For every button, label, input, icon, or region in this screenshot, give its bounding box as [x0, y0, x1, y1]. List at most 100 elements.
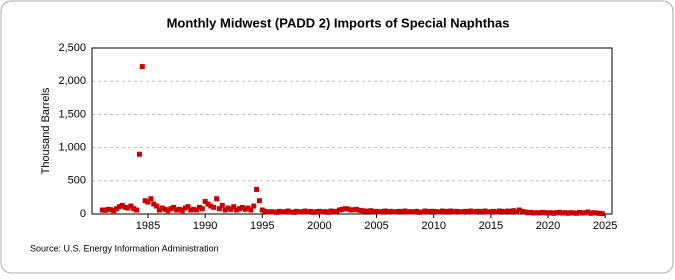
point — [431, 208, 437, 214]
point — [436, 209, 442, 215]
point — [265, 209, 271, 215]
point — [159, 205, 165, 211]
point — [388, 208, 394, 214]
point — [382, 208, 388, 214]
point — [408, 209, 414, 215]
point — [456, 209, 462, 215]
point — [348, 207, 354, 213]
point — [496, 208, 502, 214]
x-tick-label: 2025 — [593, 220, 617, 232]
point — [145, 199, 151, 205]
point — [422, 208, 428, 214]
point — [311, 209, 317, 215]
point — [222, 207, 228, 213]
point — [151, 201, 157, 207]
point — [445, 208, 451, 214]
point — [122, 204, 128, 210]
point — [531, 210, 537, 216]
point — [394, 209, 400, 215]
point — [208, 203, 214, 209]
point — [322, 209, 328, 215]
point — [114, 206, 120, 212]
point — [376, 209, 382, 215]
point — [148, 196, 154, 202]
point — [191, 206, 197, 212]
point — [256, 198, 262, 204]
point — [536, 210, 542, 216]
point — [545, 210, 551, 216]
point — [156, 207, 162, 213]
point — [176, 206, 182, 212]
point — [199, 206, 205, 212]
point — [291, 209, 297, 215]
y-tick-label: 0 — [80, 208, 86, 220]
point — [511, 208, 517, 214]
point — [202, 198, 208, 204]
point — [188, 207, 194, 213]
point — [319, 209, 325, 215]
point — [485, 209, 491, 215]
point — [554, 210, 560, 216]
point — [548, 210, 554, 216]
y-tick-label: 1,500 — [58, 108, 86, 120]
point — [419, 209, 425, 215]
point — [216, 206, 222, 212]
point — [374, 208, 380, 214]
point — [194, 207, 200, 213]
point — [239, 204, 245, 210]
point — [285, 208, 291, 214]
y-tick-label: 2,500 — [58, 42, 86, 54]
point — [479, 209, 485, 215]
x-tick-label: 1985 — [136, 220, 160, 232]
x-tick-label: 1995 — [250, 220, 274, 232]
point — [425, 209, 431, 215]
point — [482, 208, 488, 214]
point — [185, 204, 191, 210]
point — [565, 210, 571, 216]
point — [219, 202, 225, 208]
point — [576, 209, 582, 215]
point — [142, 198, 148, 204]
point — [205, 201, 211, 207]
point — [462, 208, 468, 214]
point — [162, 206, 168, 212]
point — [365, 208, 371, 214]
point — [522, 209, 528, 215]
point — [385, 209, 391, 215]
point — [139, 64, 145, 70]
point — [276, 208, 282, 214]
point — [599, 211, 605, 217]
point — [296, 209, 302, 215]
point — [182, 205, 188, 211]
point — [571, 210, 577, 216]
point — [136, 151, 142, 157]
point — [294, 208, 300, 214]
point — [588, 210, 594, 216]
point — [508, 208, 514, 214]
point — [559, 210, 565, 216]
frame — [0, 0, 674, 274]
point — [105, 206, 111, 212]
point — [499, 208, 505, 214]
point — [474, 208, 480, 214]
point — [428, 208, 434, 214]
point — [525, 210, 531, 216]
point — [154, 203, 160, 209]
point — [245, 205, 251, 211]
point — [325, 209, 331, 215]
point — [534, 210, 540, 216]
y-tick-label: 2,000 — [58, 75, 86, 87]
point — [251, 203, 257, 209]
point — [414, 208, 420, 214]
point — [439, 208, 445, 214]
point — [174, 207, 180, 213]
point — [234, 207, 240, 213]
point — [459, 209, 465, 215]
point — [288, 209, 294, 215]
point — [596, 210, 602, 216]
point — [434, 209, 440, 215]
point — [448, 208, 454, 214]
x-tick-label: 2005 — [364, 220, 388, 232]
y-tick-label: 500 — [68, 175, 86, 187]
